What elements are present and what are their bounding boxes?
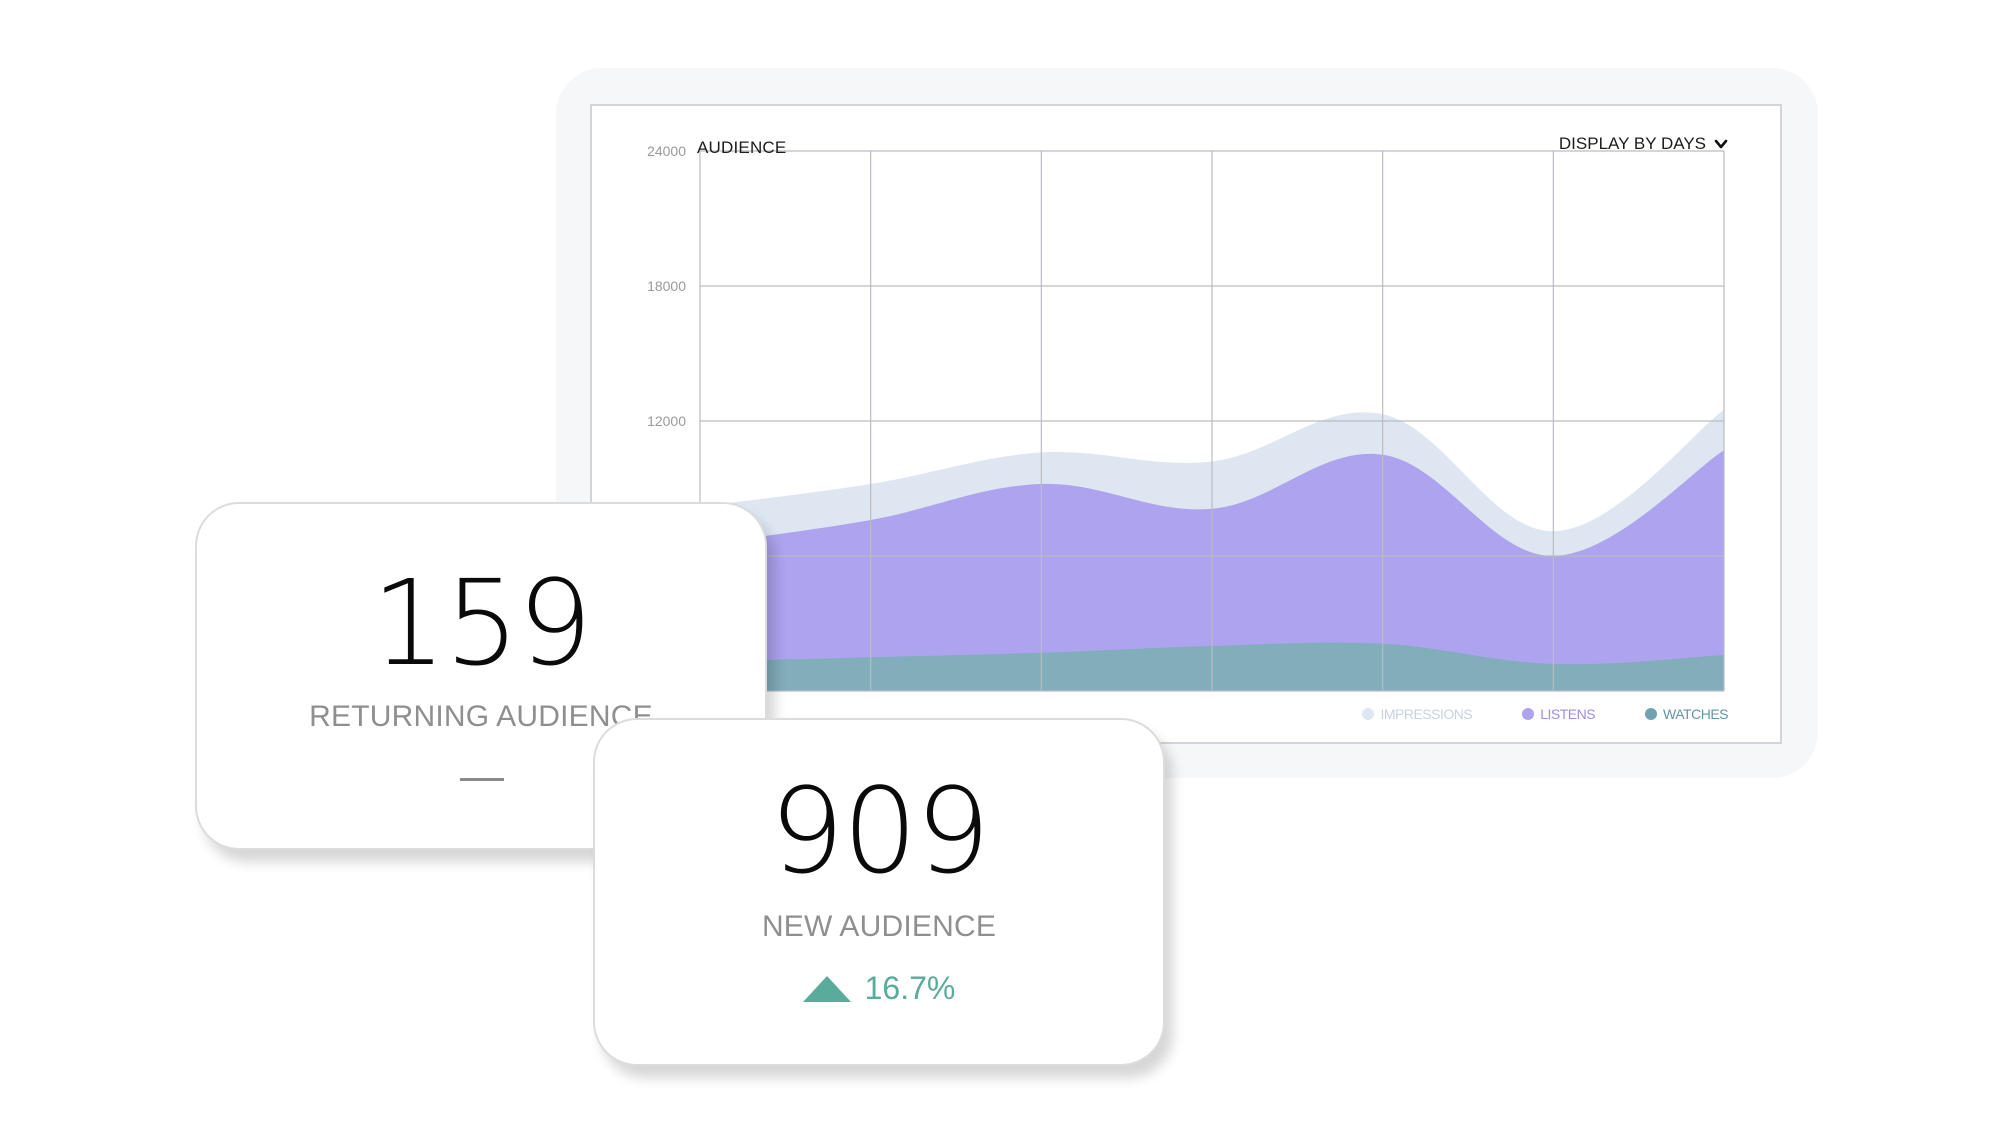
audience-chart-panel: 24000 18000 12000 AUDIENCE DISPLAY BY DAYS…	[590, 104, 1782, 744]
new-audience-label: NEW AUDIENCE	[761, 910, 997, 943]
new-audience-card[interactable]: 909 NEW AUDIENCE 16.7%	[593, 718, 1165, 1066]
no-change-dash	[460, 778, 504, 781]
new-audience-change-value: 16.7%	[864, 970, 956, 1006]
y-tick-label: 24000	[647, 143, 686, 159]
returning-audience-label: RETURNING AUDIENCE	[309, 700, 653, 733]
chart-title: AUDIENCE	[697, 138, 787, 157]
y-axis-ticks: 24000 18000 12000	[647, 143, 686, 429]
returning-audience-value: 159	[371, 554, 592, 692]
legend-label-listens: LISTENS	[1540, 706, 1596, 722]
y-tick-label: 18000	[647, 278, 686, 294]
y-tick-label: 12000	[647, 413, 686, 429]
legend-item-listens[interactable]: LISTENS	[1522, 706, 1596, 722]
legend-dot-watches	[1645, 708, 1658, 720]
chart-legend: IMPRESSIONS LISTENS WATCHES	[1362, 706, 1728, 722]
legend-item-impressions[interactable]: IMPRESSIONS	[1362, 706, 1473, 722]
up-triangle-icon	[802, 975, 851, 1002]
legend-label-impressions: IMPRESSIONS	[1380, 706, 1473, 722]
display-by-days-dropdown[interactable]: DISPLAY BY DAYS	[1559, 134, 1728, 154]
legend-dot-listens	[1522, 708, 1535, 720]
chart-grid	[699, 150, 1725, 692]
new-audience-change: 16.7%	[595, 970, 1163, 1007]
legend-label-watches: WATCHES	[1663, 706, 1728, 722]
legend-item-watches[interactable]: WATCHES	[1645, 706, 1728, 722]
returning-audience-card[interactable]: 159 RETURNING AUDIENCE	[195, 502, 767, 850]
display-by-days-label: DISPLAY BY DAYS	[1558, 134, 1706, 153]
chevron-down-icon	[1714, 139, 1728, 149]
audience-area-chart: 24000 18000 12000	[647, 143, 1725, 692]
legend-dot-impressions	[1362, 708, 1375, 720]
new-audience-value: 909	[769, 762, 990, 900]
